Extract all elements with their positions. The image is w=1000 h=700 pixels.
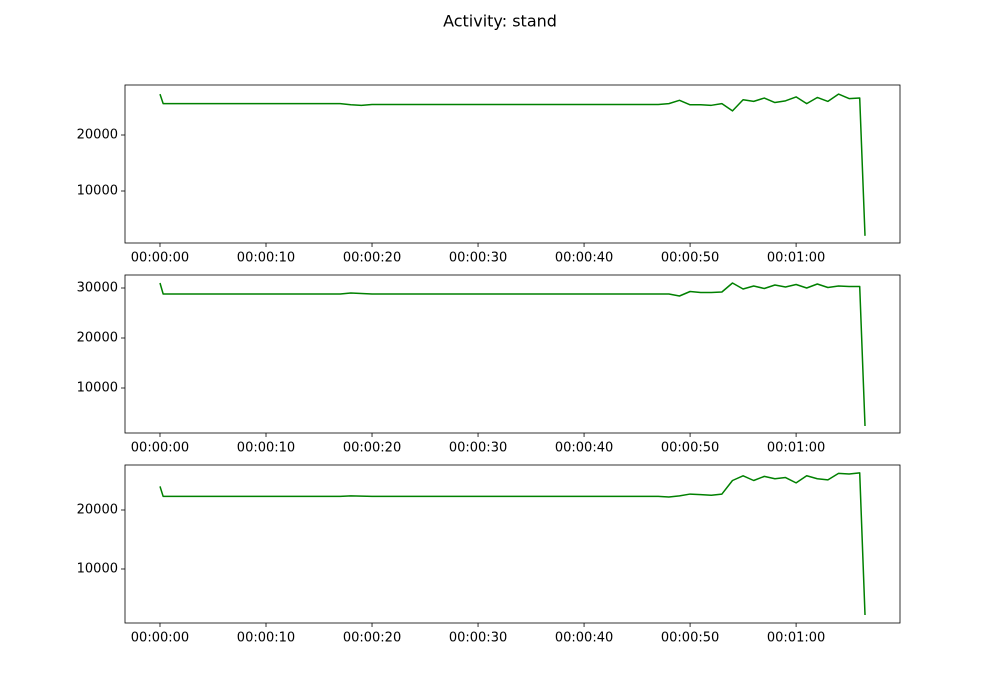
x-tick-label: 00:00:20 bbox=[343, 631, 401, 646]
x-tick-label: 00:00:10 bbox=[237, 251, 295, 266]
x-tick-label: 00:00:10 bbox=[237, 441, 295, 456]
x-tick-label: 00:00:30 bbox=[449, 251, 507, 266]
x-tick-label: 00:00:50 bbox=[661, 441, 719, 456]
x-tick-label: 00:00:40 bbox=[555, 251, 613, 266]
x-tick-label: 00:00:10 bbox=[237, 631, 295, 646]
y-tick-label: 10000 bbox=[77, 183, 118, 198]
y-tick-label: 30000 bbox=[77, 281, 118, 296]
x-tick-label: 00:00:20 bbox=[343, 441, 401, 456]
x-tick-label: 00:00:20 bbox=[343, 251, 401, 266]
x-tick-label: 00:00:00 bbox=[131, 441, 189, 456]
data-line bbox=[159, 472, 866, 616]
x-tick-label: 00:00:50 bbox=[661, 631, 719, 646]
x-tick-label: 00:00:30 bbox=[449, 441, 507, 456]
y-tick-label: 10000 bbox=[77, 561, 118, 576]
x-tick-label: 00:00:40 bbox=[555, 631, 613, 646]
data-line bbox=[159, 93, 866, 236]
x-tick-label: 00:00:00 bbox=[131, 251, 189, 266]
axes-frame bbox=[124, 84, 901, 244]
figure-title: Activity: stand bbox=[443, 12, 557, 31]
y-tick-label: 10000 bbox=[77, 381, 118, 396]
x-tick-label: 00:00:40 bbox=[555, 441, 613, 456]
x-tick-label: 00:01:00 bbox=[767, 251, 825, 266]
y-tick-label: 20000 bbox=[77, 128, 118, 143]
x-tick-label: 00:01:00 bbox=[767, 441, 825, 456]
x-tick-label: 00:00:50 bbox=[661, 251, 719, 266]
data-line bbox=[159, 282, 866, 427]
axes-frame bbox=[124, 274, 901, 434]
y-tick-label: 20000 bbox=[77, 502, 118, 517]
x-tick-label: 00:00:00 bbox=[131, 631, 189, 646]
y-tick-label: 20000 bbox=[77, 331, 118, 346]
x-tick-label: 00:01:00 bbox=[767, 631, 825, 646]
x-tick-label: 00:00:30 bbox=[449, 631, 507, 646]
axes-frame bbox=[124, 464, 901, 624]
